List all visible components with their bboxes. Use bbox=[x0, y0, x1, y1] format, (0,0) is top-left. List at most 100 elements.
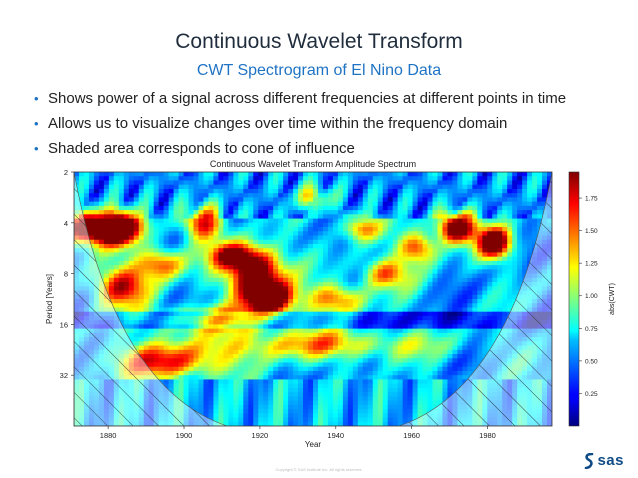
heatmap-cell bbox=[303, 341, 309, 347]
heatmap-cell bbox=[128, 328, 135, 334]
heatmap-cell bbox=[283, 324, 289, 330]
heatmap-cell bbox=[258, 320, 264, 325]
heatmap-cell bbox=[407, 370, 414, 376]
heatmap-cell bbox=[253, 201, 259, 207]
heatmap-cell bbox=[98, 252, 105, 258]
heatmap-cell bbox=[377, 210, 384, 215]
heatmap-cell bbox=[148, 184, 155, 190]
heatmap-cell bbox=[437, 222, 444, 228]
heatmap-cell bbox=[148, 210, 155, 215]
heatmap-cell bbox=[238, 214, 244, 220]
heatmap-cell bbox=[258, 299, 264, 304]
heatmap-cell bbox=[422, 328, 429, 334]
heatmap-cell bbox=[467, 172, 473, 177]
heatmap-cell bbox=[138, 315, 145, 321]
heatmap-cell bbox=[322, 227, 329, 232]
heatmap-cell bbox=[487, 345, 493, 351]
heatmap-cell bbox=[502, 235, 508, 241]
heatmap-cell bbox=[437, 277, 444, 283]
heatmap-cell bbox=[432, 307, 439, 313]
heatmap-cell bbox=[213, 290, 219, 296]
heatmap-cell bbox=[337, 358, 344, 364]
heatmap-cell bbox=[527, 172, 533, 177]
heatmap-cell bbox=[248, 320, 254, 325]
heatmap-cell bbox=[362, 214, 369, 220]
heatmap-cell bbox=[467, 362, 473, 368]
heatmap-cell bbox=[313, 311, 319, 317]
heatmap-cell bbox=[487, 290, 493, 296]
heatmap-cell bbox=[512, 227, 518, 232]
heatmap-cell bbox=[198, 299, 205, 304]
heatmap-cell bbox=[248, 315, 254, 321]
heatmap-cell bbox=[432, 235, 439, 241]
heatmap-cell bbox=[278, 218, 284, 224]
heatmap-cell bbox=[183, 362, 190, 368]
heatmap-cell bbox=[482, 273, 488, 279]
heatmap-cell bbox=[442, 235, 449, 241]
heatmap-cell bbox=[283, 210, 289, 215]
heatmap-cell bbox=[407, 366, 414, 372]
heatmap-cell bbox=[228, 286, 234, 292]
heatmap-cell bbox=[158, 379, 165, 385]
heatmap-cell bbox=[253, 243, 259, 249]
heatmap-cell bbox=[233, 235, 239, 241]
heatmap-cell bbox=[347, 210, 354, 215]
heatmap-cell bbox=[382, 197, 389, 203]
heatmap-cell bbox=[317, 218, 324, 224]
heatmap-cell bbox=[168, 349, 175, 355]
heatmap-cell bbox=[352, 362, 359, 368]
heatmap-cell bbox=[492, 214, 498, 220]
heatmap-cell bbox=[412, 210, 419, 215]
heatmap-cell bbox=[298, 269, 304, 275]
heatmap-cell bbox=[298, 239, 304, 245]
heatmap-cell bbox=[103, 197, 110, 203]
heatmap-cell bbox=[522, 193, 528, 198]
heatmap-cell bbox=[347, 370, 354, 376]
heatmap-cell bbox=[332, 349, 339, 355]
heatmap-cell bbox=[188, 324, 195, 330]
heatmap-cell bbox=[108, 184, 115, 190]
heatmap-cell bbox=[308, 248, 314, 254]
heatmap-cell bbox=[313, 188, 319, 194]
heatmap-cell bbox=[293, 311, 299, 317]
heatmap-cell bbox=[298, 260, 304, 266]
heatmap-cell bbox=[193, 290, 200, 296]
heatmap-cell bbox=[233, 172, 239, 177]
heatmap-cell bbox=[233, 379, 239, 385]
heatmap-cell bbox=[233, 303, 239, 309]
heatmap-cell bbox=[158, 303, 165, 309]
heatmap-cell bbox=[362, 205, 369, 211]
heatmap-cell bbox=[452, 252, 458, 258]
heatmap-cell bbox=[223, 320, 229, 325]
heatmap-cell bbox=[193, 218, 200, 224]
heatmap-cell bbox=[357, 239, 364, 245]
heatmap-cell bbox=[313, 387, 319, 393]
heatmap-cell bbox=[412, 383, 419, 389]
heatmap-cell bbox=[522, 260, 528, 266]
heatmap-cell bbox=[462, 222, 468, 228]
heatmap-cell bbox=[188, 201, 195, 207]
heatmap-cell bbox=[253, 260, 259, 266]
heatmap-cell bbox=[253, 341, 259, 347]
heatmap-cell bbox=[288, 235, 294, 241]
heatmap-cell bbox=[402, 282, 409, 287]
heatmap-cell bbox=[457, 354, 463, 359]
heatmap-cell bbox=[462, 294, 468, 300]
heatmap-cell bbox=[462, 210, 468, 215]
bullet-item: • Allows us to visualize changes over tim… bbox=[34, 111, 626, 136]
heatmap-cell bbox=[193, 273, 200, 279]
heatmap-cell bbox=[352, 172, 359, 177]
heatmap-cell bbox=[258, 273, 264, 279]
heatmap-cell bbox=[452, 341, 458, 347]
heatmap-cell bbox=[472, 205, 478, 211]
heatmap-cell bbox=[397, 252, 404, 258]
heatmap-cell bbox=[113, 256, 120, 262]
heatmap-cell bbox=[248, 307, 254, 313]
heatmap-cell bbox=[462, 256, 468, 262]
heatmap-cell bbox=[487, 248, 493, 254]
heatmap-cell bbox=[118, 299, 125, 304]
heatmap-cell bbox=[198, 328, 205, 334]
heatmap-cell bbox=[133, 269, 140, 275]
heatmap-cell bbox=[248, 328, 254, 334]
heatmap-cell bbox=[223, 193, 229, 198]
